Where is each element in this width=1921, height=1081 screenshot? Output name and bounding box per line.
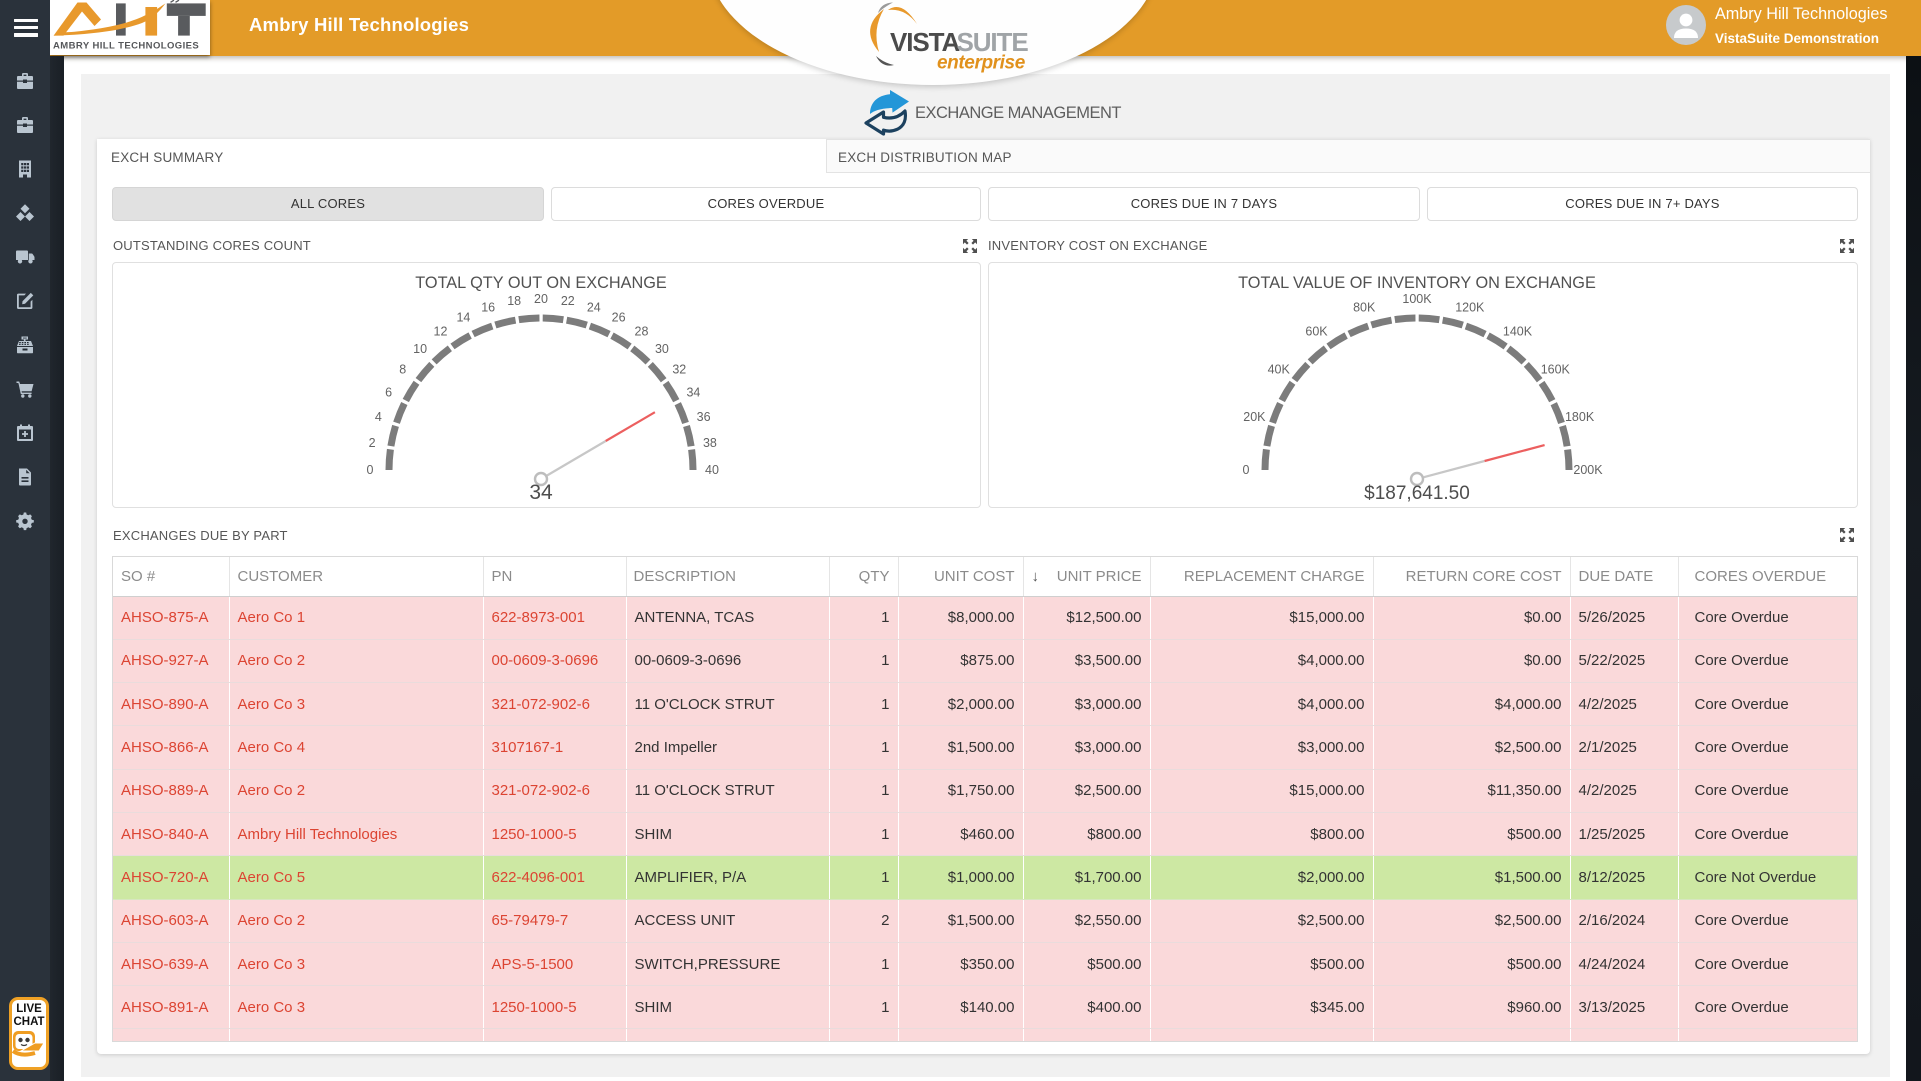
svg-text:180K: 180K [1565,410,1595,424]
svg-text:26: 26 [612,311,626,325]
svg-text:40K: 40K [1268,363,1291,377]
svg-text:30: 30 [655,342,669,356]
svg-text:40: 40 [705,463,719,477]
svg-text:2: 2 [369,436,376,450]
svg-text:160K: 160K [1541,363,1571,377]
svg-text:36: 36 [697,410,711,424]
svg-text:28: 28 [635,325,649,339]
svg-text:22: 22 [561,294,575,308]
svg-text:24: 24 [587,300,601,314]
svg-text:20: 20 [534,292,548,306]
svg-text:38: 38 [703,436,717,450]
svg-text:10: 10 [413,342,427,356]
svg-text:TOTAL VALUE OF INVENTORY ON EX: TOTAL VALUE OF INVENTORY ON EXCHANGE [1238,274,1596,292]
svg-text:VISTA: VISTA [890,27,960,57]
svg-text:20K: 20K [1243,410,1266,424]
svg-text:80K: 80K [1353,300,1376,314]
svg-text:enterprise: enterprise [937,53,1026,74]
svg-text:TOTAL QTY OUT ON EXCHANGE: TOTAL QTY OUT ON EXCHANGE [415,274,667,292]
svg-text:14: 14 [456,311,470,325]
svg-text:32: 32 [672,363,686,377]
svg-text:$187,641.50: $187,641.50 [1364,483,1470,504]
svg-text:200K: 200K [1573,463,1603,477]
svg-text:34: 34 [686,385,700,399]
svg-text:4: 4 [375,410,382,424]
svg-text:16: 16 [481,300,495,314]
svg-text:AMBRY HILL TECHNOLOGIES: AMBRY HILL TECHNOLOGIES [53,41,199,52]
svg-text:6: 6 [385,385,392,399]
svg-text:18: 18 [507,294,521,308]
svg-text:8: 8 [399,363,406,377]
svg-text:34: 34 [529,481,553,504]
svg-text:60K: 60K [1305,325,1328,339]
svg-text:100K: 100K [1402,292,1432,306]
svg-text:120K: 120K [1455,300,1485,314]
svg-text:SUITE: SUITE [957,27,1029,57]
svg-text:12: 12 [434,325,448,339]
svg-text:0: 0 [367,463,374,477]
svg-text:140K: 140K [1503,325,1533,339]
svg-text:0: 0 [1243,463,1250,477]
